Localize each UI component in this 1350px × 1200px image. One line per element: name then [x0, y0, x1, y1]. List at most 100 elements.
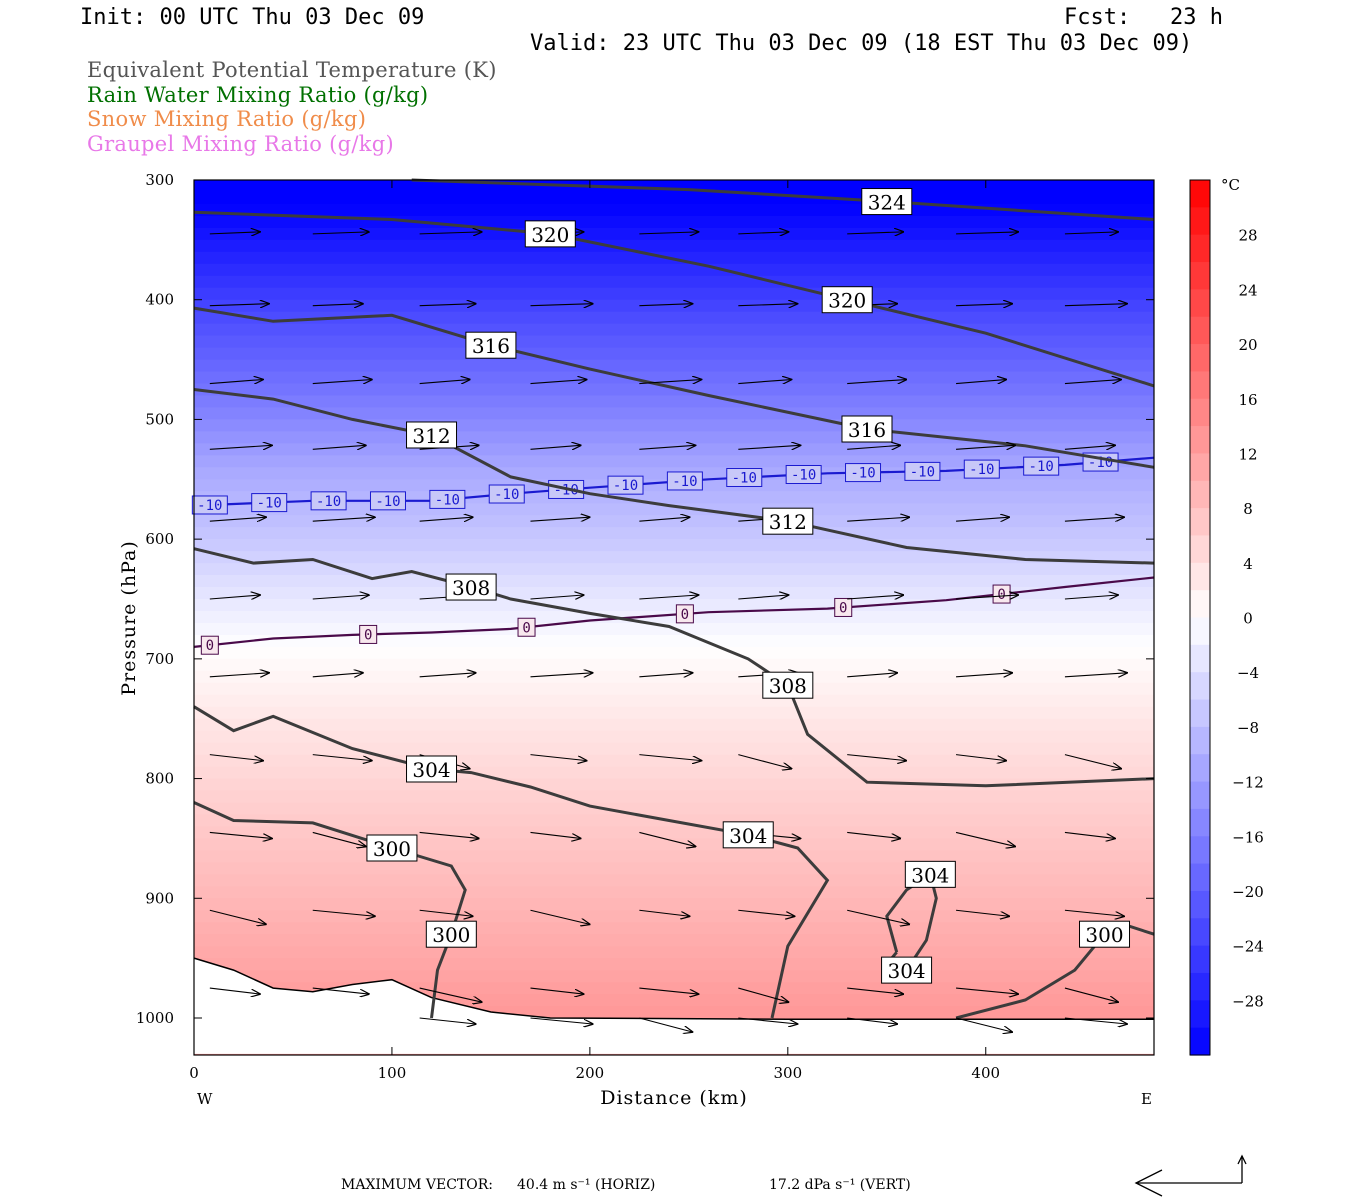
theta-e-label: 316 — [472, 334, 510, 358]
temperature-band — [194, 347, 1154, 361]
y-tick-label: 1000 — [136, 1009, 174, 1027]
wind-vector — [312, 445, 366, 449]
temperature-band — [194, 970, 1154, 983]
x-tick-label: 100 — [378, 1064, 407, 1082]
theta-e-label: 316 — [848, 418, 886, 442]
temperature-band — [194, 407, 1154, 421]
temperature-band — [194, 299, 1154, 313]
valid-time: Valid: 23 UTC Thu 03 Dec 09 (18 EST Thu … — [530, 31, 1193, 56]
isotherm-label: 0 — [681, 607, 689, 623]
wind-vector — [639, 909, 689, 916]
temperature-band — [194, 898, 1154, 911]
wind-vector — [530, 380, 586, 384]
field-label-theta-e: Equivalent Potential Temperature (K) — [87, 58, 497, 82]
theta-e-label: 308 — [769, 674, 807, 698]
temperature-band — [194, 682, 1154, 696]
colorbar-tick-label: 12 — [1238, 445, 1257, 463]
wind-vector — [530, 831, 580, 838]
colorbar-band — [1190, 918, 1210, 947]
y-tick-label: 300 — [145, 171, 174, 189]
colorbar-tick-label: −4 — [1237, 664, 1259, 682]
wind-vector — [530, 987, 583, 994]
wind-vector — [738, 595, 788, 599]
wind-vector — [419, 380, 470, 384]
wind-vector — [530, 1017, 592, 1024]
wind-vector — [847, 380, 906, 384]
reference-vector-vertical-arrowhead — [1237, 1154, 1247, 1165]
theta-e-label: 304 — [911, 863, 949, 887]
wind-vector — [738, 445, 800, 449]
y-axis-title: Pressure (hPa) — [118, 540, 140, 696]
wind-vector — [639, 1017, 692, 1032]
theta-e-label: 300 — [373, 837, 411, 861]
temperature-band — [194, 335, 1154, 349]
colorbar-band — [1190, 972, 1210, 1001]
theta-e-label: 312 — [412, 424, 450, 448]
temperature-band — [194, 874, 1154, 887]
colorbar-tick-label: 4 — [1243, 555, 1253, 573]
temperature-band — [194, 634, 1154, 648]
temperature-band — [194, 287, 1154, 301]
colorbar-band — [1190, 754, 1210, 783]
colorbar-band — [1190, 480, 1210, 509]
forecast-hour: Fcst: 23 h — [1064, 5, 1223, 30]
wind-vector — [209, 232, 260, 234]
wind-vector — [738, 987, 788, 1002]
colorbar-band — [1190, 234, 1210, 263]
isotherm-label: -10 — [316, 494, 341, 510]
x-end-east: E — [1141, 1090, 1152, 1108]
wind-vector — [956, 304, 1012, 306]
max-vector-horiz: 40.4 m s⁻¹ (HORIZ) — [517, 1177, 656, 1193]
wind-vector — [419, 673, 476, 677]
theta-e-contour — [193, 705, 830, 1019]
colorbar-tick-label: 28 — [1238, 227, 1257, 245]
theta-e-label-box — [904, 860, 956, 888]
wind-vector — [1064, 232, 1118, 234]
temperature-band — [194, 551, 1154, 564]
temperature-band — [194, 766, 1154, 780]
temperature-band — [194, 275, 1154, 289]
isotherm-label-box — [191, 495, 228, 515]
colorbar-band — [1190, 262, 1210, 290]
temperature-band — [194, 694, 1154, 708]
colorbar-band — [1190, 453, 1210, 482]
isotherm-label-box — [834, 597, 853, 617]
temperature-band — [194, 431, 1154, 444]
isotherm-line — [193, 576, 1155, 648]
wind-vector — [419, 232, 482, 234]
theta-e-label-box — [841, 415, 893, 443]
wind-vector — [1064, 380, 1121, 384]
theta-e-label-box — [1079, 920, 1131, 948]
wind-vector — [209, 673, 269, 677]
isotherm-label-box — [963, 459, 1000, 479]
isotherm-label-box — [845, 463, 882, 483]
temperature-band — [194, 646, 1154, 660]
wind-vector — [419, 831, 479, 838]
isotherm-label: -10 — [732, 470, 757, 486]
max-vector-vert: 17.2 dPa s⁻¹ (VERT) — [769, 1177, 911, 1193]
x-end-west: W — [197, 1090, 213, 1108]
wind-vector — [847, 909, 909, 924]
wind-vector — [956, 517, 1009, 521]
wind-vector — [209, 380, 263, 384]
isotherm-label-box — [607, 475, 644, 495]
theta-e-label: 300 — [1085, 923, 1123, 947]
max-vector-label: MAXIMUM VECTOR: — [341, 1177, 493, 1193]
theta-e-contour — [193, 388, 1155, 565]
wind-vector — [209, 831, 272, 838]
temperature-band — [194, 718, 1154, 732]
wind-vector — [209, 595, 260, 599]
isotherm-label-box — [785, 464, 822, 484]
temperature-band — [194, 215, 1154, 229]
isotherm-label: -10 — [1029, 459, 1054, 475]
wind-vector — [639, 517, 689, 521]
wind-vector — [847, 673, 897, 677]
theta-e-label-box — [445, 573, 497, 601]
wind-vector — [639, 304, 692, 306]
isotherm-label: -10 — [494, 487, 519, 503]
theta-e-label-box — [762, 507, 814, 535]
wind-vector — [847, 232, 903, 234]
colorbar-band — [1190, 808, 1210, 837]
theta-e-label-box — [881, 956, 933, 984]
theta-e-label-box — [406, 421, 458, 449]
